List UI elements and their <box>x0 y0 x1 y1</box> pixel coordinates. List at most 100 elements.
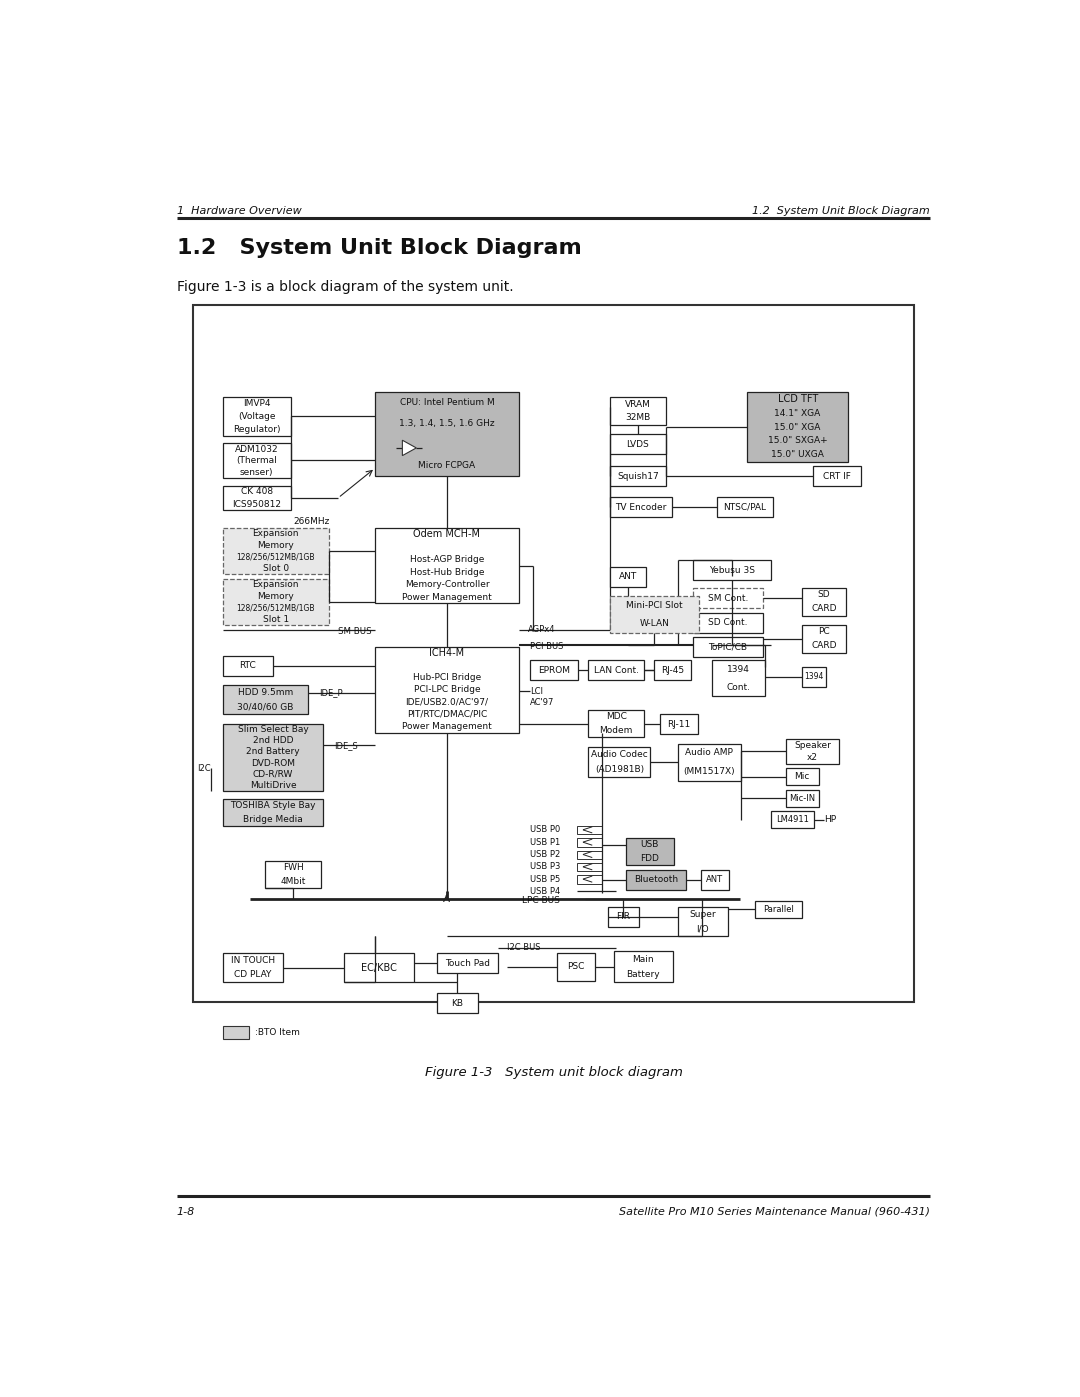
Text: CK 408: CK 408 <box>241 488 273 496</box>
Bar <box>701 870 729 890</box>
Text: FIR: FIR <box>617 912 631 922</box>
Text: VRAM: VRAM <box>625 400 651 408</box>
Text: (AD1981B): (AD1981B) <box>595 766 644 774</box>
Text: Bridge Media: Bridge Media <box>243 814 302 824</box>
Text: Touch Pad: Touch Pad <box>445 958 490 968</box>
Text: SD Cont.: SD Cont. <box>708 619 747 627</box>
Bar <box>610 397 666 425</box>
Bar <box>375 528 518 604</box>
Polygon shape <box>403 440 416 455</box>
Bar <box>625 838 674 865</box>
Bar <box>717 497 773 517</box>
Text: 2nd Battery: 2nd Battery <box>246 747 300 756</box>
Bar <box>786 739 839 764</box>
Text: Audio Codec: Audio Codec <box>591 750 648 759</box>
Text: LPC BUS: LPC BUS <box>523 897 561 905</box>
Text: Figure 1-3   System unit block diagram: Figure 1-3 System unit block diagram <box>424 1066 683 1078</box>
Text: Expansion: Expansion <box>253 580 299 590</box>
Bar <box>613 951 673 982</box>
Bar <box>193 305 914 1002</box>
Bar <box>610 497 672 517</box>
Bar <box>747 393 848 462</box>
Text: Memory-Controller: Memory-Controller <box>405 580 489 590</box>
Text: USB P1: USB P1 <box>530 838 561 847</box>
Text: IDE/USB2.0/AC'97/: IDE/USB2.0/AC'97/ <box>405 697 488 707</box>
Text: Expansion: Expansion <box>253 529 299 538</box>
Text: (MM1517X): (MM1517X) <box>684 767 735 775</box>
Text: Odem MCH-M: Odem MCH-M <box>414 529 481 539</box>
Text: 1.2  System Unit Block Diagram: 1.2 System Unit Block Diagram <box>753 205 930 215</box>
Text: EC/KBC: EC/KBC <box>361 963 397 972</box>
Bar <box>813 467 861 486</box>
Bar <box>677 743 741 781</box>
Bar <box>577 851 602 859</box>
Bar <box>755 901 801 918</box>
Text: Satellite Pro M10 Series Maintenance Manual (960-431): Satellite Pro M10 Series Maintenance Man… <box>619 1207 930 1217</box>
Text: Squish17: Squish17 <box>617 472 659 481</box>
Bar <box>222 528 328 574</box>
Text: IDE_S: IDE_S <box>334 740 357 750</box>
Text: LCD TFT: LCD TFT <box>778 394 818 404</box>
Bar <box>661 714 698 735</box>
Text: Power Management: Power Management <box>402 722 491 731</box>
Text: ICH4-M: ICH4-M <box>430 648 464 658</box>
Text: Mini-PCI Slot: Mini-PCI Slot <box>626 601 683 609</box>
Bar <box>610 595 699 633</box>
Text: DVD-ROM: DVD-ROM <box>251 759 295 767</box>
Text: ANT: ANT <box>619 571 637 581</box>
Bar <box>770 812 814 828</box>
Bar <box>654 661 691 680</box>
Text: 1394: 1394 <box>727 665 751 673</box>
Text: RJ-11: RJ-11 <box>667 719 691 729</box>
Text: RTC: RTC <box>240 661 256 671</box>
Text: Memory: Memory <box>257 592 294 601</box>
Bar <box>693 560 770 580</box>
Bar <box>266 861 321 888</box>
Text: 1.2   System Unit Block Diagram: 1.2 System Unit Block Diagram <box>177 239 582 258</box>
Text: CARD: CARD <box>811 641 837 651</box>
Text: Modem: Modem <box>599 726 633 735</box>
Text: 2nd HDD: 2nd HDD <box>253 736 293 745</box>
Bar <box>610 434 666 454</box>
Text: (Thermal: (Thermal <box>237 457 278 465</box>
Bar <box>222 799 323 826</box>
Bar <box>801 666 826 686</box>
Bar <box>577 876 602 884</box>
Text: Memory: Memory <box>257 541 294 550</box>
Text: 1.3, 1.4, 1.5, 1.6 GHz: 1.3, 1.4, 1.5, 1.6 GHz <box>400 419 495 427</box>
Bar <box>801 624 847 652</box>
Text: Slot 0: Slot 0 <box>262 564 288 573</box>
Bar <box>677 907 728 936</box>
Bar <box>610 567 646 587</box>
Text: Main: Main <box>633 954 654 964</box>
Text: Slim Select Bay: Slim Select Bay <box>238 725 308 733</box>
Text: (Voltage: (Voltage <box>238 412 275 420</box>
Text: MDC: MDC <box>606 712 626 721</box>
Text: 15.0" SXGA+: 15.0" SXGA+ <box>768 436 827 446</box>
Text: CPU: Intel Pentium M: CPU: Intel Pentium M <box>400 398 495 408</box>
Text: LVDS: LVDS <box>626 440 649 448</box>
Text: 128/256/512MB/1GB: 128/256/512MB/1GB <box>237 552 315 562</box>
Text: PIT/RTC/DMAC/PIC: PIT/RTC/DMAC/PIC <box>407 710 487 719</box>
Text: LM4911: LM4911 <box>775 816 809 824</box>
Text: Audio AMP: Audio AMP <box>686 749 733 757</box>
Bar <box>801 588 847 616</box>
Text: Yebusu 3S: Yebusu 3S <box>708 566 755 574</box>
Bar <box>786 768 819 785</box>
Bar <box>786 789 819 806</box>
Text: I2C BUS: I2C BUS <box>507 943 540 953</box>
Text: MultiDrive: MultiDrive <box>249 781 296 791</box>
Text: CD PLAY: CD PLAY <box>234 971 271 979</box>
Text: senser): senser) <box>240 468 273 476</box>
Text: EPROM: EPROM <box>538 666 570 675</box>
Text: 15.0" UXGA: 15.0" UXGA <box>771 450 824 460</box>
Bar <box>693 613 762 633</box>
Bar <box>610 467 666 486</box>
Text: SM Cont.: SM Cont. <box>707 594 748 602</box>
Text: CRT IF: CRT IF <box>823 472 851 481</box>
Bar <box>222 486 291 510</box>
Text: CARD: CARD <box>811 605 837 613</box>
Text: PCI BUS: PCI BUS <box>530 643 564 651</box>
Bar <box>577 838 602 847</box>
Text: 30/40/60 GB: 30/40/60 GB <box>237 703 294 711</box>
